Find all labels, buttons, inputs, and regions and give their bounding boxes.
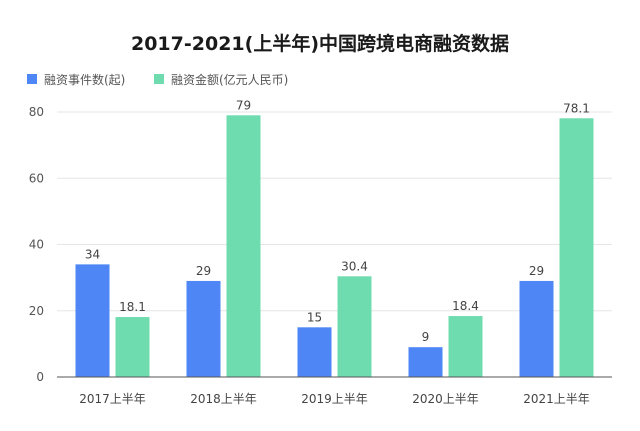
bar-financing-events [75, 264, 110, 377]
legend: 融资事件数(起) 融资金额(亿元人民币) [27, 72, 288, 87]
bars [75, 115, 594, 377]
data-label: 9 [422, 330, 430, 344]
x-tick-label: 2020上半年 [412, 392, 479, 406]
bar-financing-amount [115, 317, 150, 377]
x-tick-label: 2018上半年 [190, 392, 257, 406]
bar-financing-amount [226, 115, 261, 377]
y-tick-label: 0 [36, 370, 44, 384]
y-tick-label: 20 [29, 304, 44, 318]
y-tick-label: 40 [29, 238, 44, 252]
bar-financing-events [297, 327, 332, 377]
bar-financing-amount [448, 316, 483, 377]
x-tick-label: 2017上半年 [79, 392, 146, 406]
bar-financing-amount [559, 118, 594, 377]
y-axis-ticks: 0 20 40 60 80 [29, 105, 44, 384]
y-tick-label: 80 [29, 105, 44, 119]
legend-label-financing-amount: 融资金额(亿元人民币) [171, 72, 288, 87]
x-axis-ticks: 2017上半年 2018上半年 2019上半年 2020上半年 2021上半年 [79, 392, 590, 406]
data-label: 29 [529, 264, 544, 278]
bar-financing-events [186, 280, 221, 377]
data-label: 78.1 [563, 101, 590, 115]
bar-financing-events [519, 280, 554, 377]
data-label: 18.4 [452, 299, 479, 313]
data-label: 34 [85, 247, 100, 261]
data-labels: 34 18.1 29 79 15 30.4 9 18.4 29 78.1 [85, 98, 590, 344]
chart-title: 2017-2021(上半年)中国跨境电商融资数据 [131, 32, 509, 55]
legend-swatch-financing-events [27, 74, 37, 84]
legend-swatch-financing-amount [154, 74, 164, 84]
bar-financing-events [408, 347, 443, 377]
data-label: 79 [236, 98, 251, 112]
data-label: 30.4 [341, 259, 368, 273]
y-tick-label: 60 [29, 171, 44, 185]
data-label: 15 [307, 310, 322, 324]
bar-financing-amount [337, 276, 372, 377]
data-label: 18.1 [119, 300, 146, 314]
legend-label-financing-events: 融资事件数(起) [44, 72, 125, 87]
x-tick-label: 2019上半年 [301, 392, 368, 406]
data-label: 29 [196, 264, 211, 278]
x-tick-label: 2021上半年 [523, 392, 590, 406]
